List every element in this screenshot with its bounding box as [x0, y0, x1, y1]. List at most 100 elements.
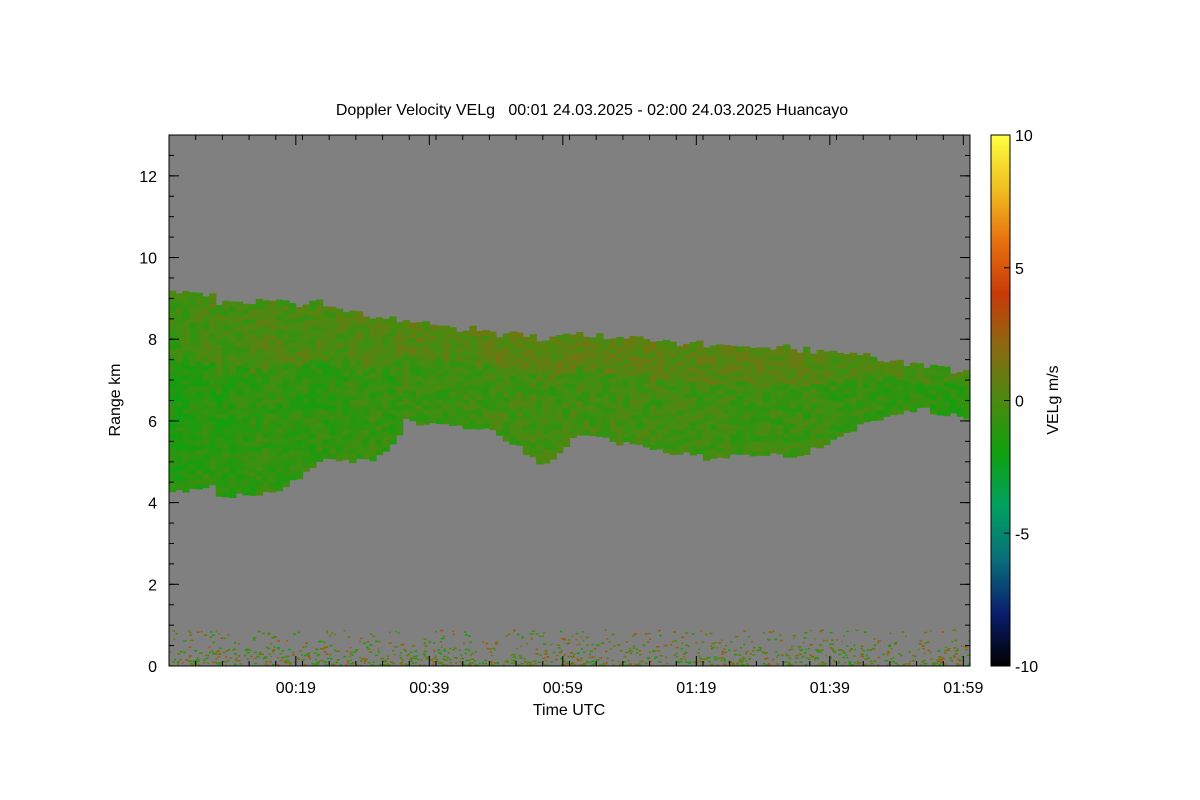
boundary-layer-cell [203, 662, 206, 664]
cloud-cell [863, 367, 871, 374]
boundary-layer-cell [528, 662, 531, 665]
cloud-cell [489, 365, 497, 372]
cloud-cell [549, 375, 557, 382]
cloud-cell [836, 431, 844, 437]
cloud-cell [249, 426, 257, 433]
cloud-cell [542, 345, 551, 351]
cloud-cell [322, 453, 330, 459]
cloud-cell [729, 375, 737, 381]
cloud-cell [275, 392, 284, 399]
cloud-cell [522, 356, 531, 362]
cloud-cell [169, 427, 177, 434]
boundary-layer-cell [908, 651, 911, 653]
cloud-cell [602, 422, 611, 428]
boundary-layer-cell [211, 634, 215, 636]
cloud-cell [349, 310, 357, 317]
cloud-cell [562, 363, 571, 369]
cloud-cell [416, 341, 424, 348]
boundary-layer-cell [922, 647, 925, 650]
boundary-layer-cell [944, 652, 947, 654]
cloud-cell [556, 389, 564, 395]
cloud-cell [729, 404, 737, 411]
cloud-cell [542, 389, 551, 395]
cloud-cell [703, 455, 711, 461]
cloud-cell [663, 379, 671, 385]
cloud-cell [616, 361, 624, 367]
boundary-layer-cell [600, 642, 605, 644]
boundary-layer-cell [931, 662, 935, 665]
boundary-layer-cell [968, 630, 970, 632]
cloud-cell [362, 399, 370, 406]
boundary-layer-cell [706, 656, 710, 659]
cloud-cell [903, 390, 911, 397]
cloud-cell [689, 376, 697, 382]
cloud-cell [389, 433, 397, 440]
cloud-cell [289, 317, 297, 324]
boundary-layer-cell [792, 634, 796, 637]
cloud-cell [289, 366, 297, 373]
cloud-cell [649, 420, 657, 426]
boundary-layer-cell [799, 653, 803, 656]
cloud-cell [649, 429, 657, 436]
cloud-cell [169, 305, 177, 311]
cloud-cell [355, 365, 364, 371]
cloud-cell [529, 339, 537, 345]
cloud-cell [242, 421, 250, 427]
boundary-layer-cell [585, 636, 590, 639]
cloud-cell [442, 345, 450, 351]
cloud-cell [509, 409, 517, 416]
boundary-layer-cell [922, 663, 926, 665]
cloud-cell [295, 390, 304, 396]
cloud-cell [275, 456, 284, 462]
cloud-cell [663, 364, 671, 370]
cloud-cell [409, 352, 417, 358]
boundary-layer-cell [273, 646, 276, 648]
boundary-layer-cell [460, 654, 463, 657]
cloud-cell [529, 373, 537, 379]
cloud-cell [496, 381, 504, 387]
cloud-cell [956, 411, 964, 417]
cloud-cell [275, 417, 284, 423]
boundary-layer-cell [757, 649, 762, 651]
boundary-layer-cell [440, 662, 444, 664]
boundary-layer-cell [229, 657, 232, 659]
cloud-cell [389, 419, 397, 425]
cloud-cell [529, 442, 537, 448]
boundary-layer-cell [842, 652, 846, 654]
cloud-cell [169, 432, 177, 439]
cloud-cell [743, 346, 751, 352]
cloud-cell [342, 380, 350, 387]
cloud-cell [235, 468, 244, 474]
cloud-cell [282, 447, 290, 453]
boundary-layer-cell [656, 646, 660, 648]
cloud-cell [369, 411, 377, 418]
cloud-cell [175, 357, 183, 363]
cloud-cell [796, 401, 804, 408]
cloud-cell [789, 383, 798, 390]
cloud-cell [289, 357, 297, 363]
cloud-cell [602, 373, 611, 379]
boundary-layer-cell [940, 656, 944, 659]
cloud-cell [516, 386, 524, 392]
cloud-cell [182, 423, 190, 429]
boundary-layer-cell [605, 650, 608, 653]
boundary-layer-cell [351, 662, 355, 664]
cloud-cell [536, 419, 544, 426]
boundary-layer-cell [890, 658, 893, 660]
cloud-cell [302, 382, 310, 389]
boundary-layer-cell [740, 662, 743, 664]
cloud-cell [355, 389, 364, 396]
cloud-cell [536, 356, 544, 362]
cloud-cell [496, 347, 504, 353]
cloud-cell [663, 359, 671, 365]
boundary-layer-cell [937, 660, 940, 663]
boundary-layer-cell [964, 648, 968, 651]
cloud-cell [195, 454, 203, 460]
cloud-cell [175, 406, 183, 412]
cloud-cell [229, 370, 237, 376]
cloud-cell [576, 385, 584, 392]
cloud-cell [676, 419, 684, 426]
boundary-layer-cell [547, 664, 550, 666]
cloud-cell [395, 346, 404, 353]
boundary-layer-cell [738, 660, 742, 662]
